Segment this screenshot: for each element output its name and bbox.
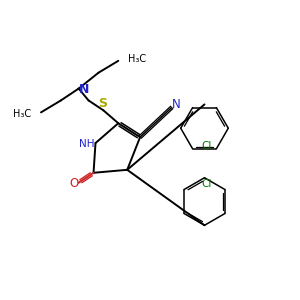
Text: S: S (98, 97, 107, 110)
Text: Cl: Cl (201, 179, 212, 189)
Text: Cl: Cl (201, 141, 212, 151)
Text: H₃C: H₃C (128, 54, 146, 64)
Text: NH: NH (79, 139, 94, 149)
Text: H₃C: H₃C (13, 109, 31, 119)
Text: N: N (78, 83, 89, 96)
Text: O: O (69, 177, 78, 190)
Text: N: N (172, 98, 181, 111)
